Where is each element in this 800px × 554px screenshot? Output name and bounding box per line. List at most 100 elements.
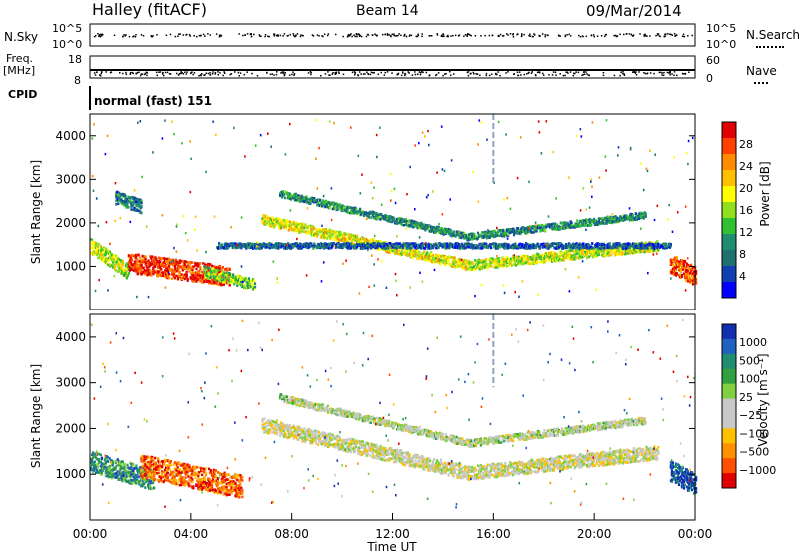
nsky-point xyxy=(507,34,509,36)
echo-cell xyxy=(551,260,554,263)
nsky-point xyxy=(178,33,180,35)
echo-cell xyxy=(345,232,348,236)
echo-cell xyxy=(142,266,145,270)
echo-cell xyxy=(457,261,460,265)
nsky-point xyxy=(533,33,535,35)
nave-point xyxy=(661,72,664,74)
echo-cell xyxy=(602,251,605,255)
echo-cell xyxy=(227,245,230,249)
echo-cell xyxy=(513,228,516,232)
nave-point xyxy=(335,71,337,74)
echo-cell xyxy=(317,233,320,236)
nave-point xyxy=(417,73,419,75)
echo-cell xyxy=(93,246,96,249)
echo-cell xyxy=(318,243,321,246)
echo-cell xyxy=(453,259,456,262)
echo-cell xyxy=(423,250,426,253)
echo-cell xyxy=(416,221,419,225)
echo-cell xyxy=(578,223,581,227)
echo-cell xyxy=(283,190,287,194)
echo-cell xyxy=(586,253,589,256)
nave-legend-dots xyxy=(754,82,768,84)
nsky-point xyxy=(415,35,417,38)
echo-cell xyxy=(591,220,594,224)
echo-cell xyxy=(622,252,625,256)
nave-point xyxy=(528,71,530,74)
nsky-point xyxy=(663,35,665,38)
echo-cell xyxy=(598,217,601,221)
echo-cell xyxy=(211,264,214,268)
nave-point xyxy=(129,73,131,75)
echo-cell xyxy=(441,254,444,258)
echo-cell xyxy=(615,251,618,254)
nave-point xyxy=(198,75,200,77)
echo-cell xyxy=(164,261,167,265)
nave-point xyxy=(567,72,569,74)
nave-point xyxy=(94,74,97,76)
echo-cell xyxy=(440,227,443,230)
echo-cell xyxy=(157,265,160,269)
echo-cell xyxy=(394,252,397,256)
nsky-point xyxy=(683,35,685,38)
echo-cell xyxy=(284,243,287,246)
nave-point xyxy=(186,71,188,73)
echo-cell xyxy=(299,224,302,227)
echo-cell xyxy=(431,226,434,229)
echo-cell xyxy=(484,258,487,261)
nave-point xyxy=(638,71,640,73)
freq-label: Freq. xyxy=(6,52,34,65)
nave-point xyxy=(144,73,146,76)
echo-cell xyxy=(339,231,342,234)
nave-point xyxy=(209,72,211,74)
echo-cell xyxy=(311,230,314,234)
echo-cell xyxy=(250,283,254,287)
nsky-point xyxy=(491,34,494,37)
echo-cell xyxy=(208,273,211,277)
nave-point xyxy=(219,72,221,74)
nsky-point xyxy=(156,34,158,36)
nave-point xyxy=(573,72,575,75)
nave-series xyxy=(93,71,690,77)
nsky-point xyxy=(268,35,270,38)
nave-point xyxy=(214,73,216,75)
echo-cell xyxy=(230,281,233,285)
nave-point xyxy=(669,74,671,76)
echo-cell xyxy=(114,255,118,258)
nsky-point xyxy=(349,33,352,36)
echo-cell xyxy=(518,262,521,265)
echo-cell xyxy=(98,252,101,255)
echo-cell xyxy=(91,240,94,244)
nave-point xyxy=(140,73,143,75)
nave-point xyxy=(542,74,545,76)
echo-cell xyxy=(577,250,580,253)
echo-cell xyxy=(225,273,228,277)
echo-cell xyxy=(275,242,278,246)
nave-point xyxy=(435,73,438,76)
nave-point xyxy=(145,71,148,73)
echo-cell xyxy=(537,253,540,256)
nave-point xyxy=(420,71,422,74)
echo-cell xyxy=(120,198,123,201)
echo-cell xyxy=(450,231,453,234)
echo-cell xyxy=(112,254,116,257)
echo-cell xyxy=(488,236,491,239)
nave-point xyxy=(185,73,188,75)
nsky-point xyxy=(391,33,393,36)
nsky-point xyxy=(382,33,384,36)
nave-point xyxy=(276,71,278,73)
nave-point xyxy=(217,71,219,73)
echo-cell xyxy=(186,267,189,271)
nave-point xyxy=(466,71,469,74)
freq-nave-frame xyxy=(89,55,696,79)
echo-cell xyxy=(584,247,587,251)
echo-cell xyxy=(273,225,276,229)
echo-cell xyxy=(117,194,120,197)
echo-cell xyxy=(129,196,132,199)
echo-cell xyxy=(159,260,162,264)
echo-cell xyxy=(224,278,227,282)
nave-point xyxy=(125,73,128,76)
nsky-point xyxy=(289,33,291,36)
echo-cell xyxy=(178,261,181,265)
nsky-point xyxy=(480,35,482,37)
echo-cell xyxy=(412,220,415,223)
